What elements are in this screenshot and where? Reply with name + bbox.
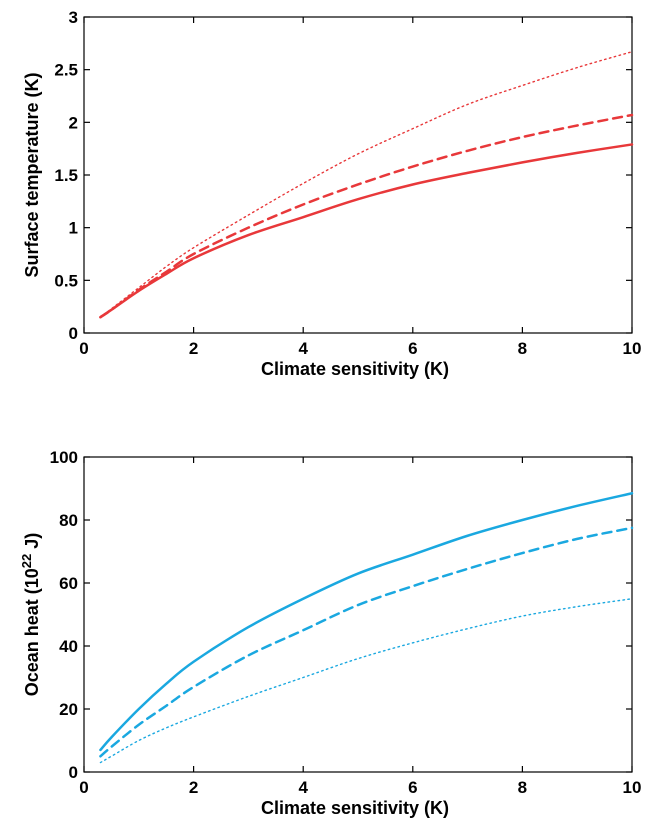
x-tick-label: 10	[623, 778, 642, 797]
x-tick-label: 4	[298, 339, 308, 358]
plot-frame	[83, 456, 633, 773]
x-tick-label: 4	[298, 778, 308, 797]
y-tick-label: 0.5	[54, 271, 78, 290]
x-tick-label: 0	[79, 339, 88, 358]
x-axis-label: Climate sensitivity (K)	[261, 798, 449, 818]
x-tick-label: 6	[408, 778, 417, 797]
y-tick-label: 2	[69, 113, 78, 132]
series-line-dashed	[99, 526, 634, 758]
x-tick-label: 8	[518, 778, 527, 797]
y-tick-label: 0	[69, 324, 78, 343]
x-tick-label: 10	[623, 339, 642, 358]
plot-frame	[83, 16, 633, 334]
y-axis-label-text: Surface temperature (K)	[22, 72, 42, 277]
series-line-solid	[99, 143, 634, 319]
x-tick-label: 2	[189, 778, 198, 797]
y-axis-label: Surface temperature (K)	[22, 72, 42, 277]
surface-temperature-panel: 0 2 4 6 8 10 0 0.5 1 1.5 2 2.5 3 Climate sensitivity …	[22, 8, 641, 379]
x-tick-label: 0	[79, 778, 88, 797]
y-axis-label: Ocean heat (1022 J)	[19, 533, 42, 697]
y-tick-label: 0	[69, 763, 78, 782]
series-line-dashed	[99, 113, 634, 319]
y-tick-label: 40	[59, 637, 78, 656]
y-tick-label: 1	[69, 219, 78, 238]
x-tick-label: 8	[518, 339, 527, 358]
y-axis-label-unit: J)	[22, 533, 42, 554]
y-tick-label: 100	[50, 448, 78, 467]
x-tick-label: 6	[408, 339, 417, 358]
y-axis-label-text: Ocean heat (10	[22, 568, 42, 696]
y-tick-label: 2.5	[54, 61, 78, 80]
y-tick-label: 60	[59, 574, 78, 593]
series-line-dotted	[99, 51, 633, 318]
y-tick-label: 1.5	[54, 166, 78, 185]
series-line-solid	[99, 491, 634, 752]
x-tick-label: 2	[189, 339, 198, 358]
x-axis-label: Climate sensitivity (K)	[261, 359, 449, 379]
y-tick-label: 20	[59, 700, 78, 719]
series-line-dotted	[99, 598, 633, 764]
y-tick-label: 3	[69, 8, 78, 27]
y-tick-label: 80	[59, 511, 78, 530]
y-axis-label-superscript: 22	[19, 554, 34, 568]
